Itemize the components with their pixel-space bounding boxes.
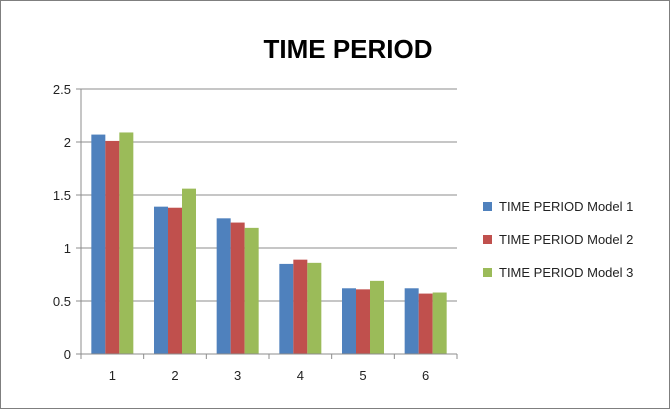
bar-time-period-model-1-1 (91, 134, 106, 354)
y-tick-label: 1.5 (53, 188, 71, 203)
bars (91, 132, 447, 354)
bar-time-period-model-2-4 (293, 259, 308, 354)
bar-time-period-model-3-1 (119, 132, 134, 354)
bar-time-period-model-2-1 (105, 140, 120, 354)
bar-time-period-model-3-3 (244, 227, 259, 354)
bar-time-period-model-1-4 (279, 263, 294, 354)
legend: TIME PERIOD Model 1 TIME PERIOD Model 2 TI… (483, 199, 633, 280)
x-tick-label: 3 (234, 368, 241, 383)
x-tick-label: 5 (359, 368, 366, 383)
bar-time-period-model-1-2 (154, 206, 168, 354)
bar-time-period-model-1-6 (404, 288, 419, 354)
bar-time-period-model-2-6 (418, 293, 433, 354)
legend-label: TIME PERIOD Model 3 (499, 265, 633, 280)
bar-time-period-model-3-2 (182, 188, 196, 354)
y-tick-label: 2.5 (53, 82, 71, 97)
legend-swatch (483, 202, 492, 211)
bar-time-period-model-1-3 (216, 218, 231, 354)
legend-label: TIME PERIOD Model 2 (499, 232, 633, 247)
y-tick-label: 0 (64, 347, 71, 362)
x-tick-label: 6 (422, 368, 429, 383)
legend-swatch (483, 268, 492, 277)
y-tick-label: 2 (64, 135, 71, 150)
legend-swatch (483, 235, 492, 244)
bar-time-period-model-3-4 (307, 262, 322, 354)
bar-time-period-model-1-5 (342, 288, 356, 354)
x-tick-label: 4 (297, 368, 304, 383)
axes: 0 0.5 1 1.5 2 2.5 1 2 3 4 5 6 (53, 82, 458, 383)
bar-time-period-model-2-2 (168, 207, 182, 354)
gridlines (81, 88, 457, 302)
y-tick-label: 0.5 (53, 294, 71, 309)
chart-title: TIME PERIOD (263, 34, 432, 64)
x-tick-label: 2 (171, 368, 178, 383)
legend-label: TIME PERIOD Model 1 (499, 199, 633, 214)
bar-time-period-model-2-3 (230, 222, 245, 354)
y-tick-label: 1 (64, 241, 71, 256)
x-tick-label: 1 (109, 368, 116, 383)
bar-time-period-model-3-6 (432, 292, 447, 354)
bar-time-period-model-3-5 (370, 280, 384, 354)
bar-time-period-model-2-5 (356, 289, 370, 354)
